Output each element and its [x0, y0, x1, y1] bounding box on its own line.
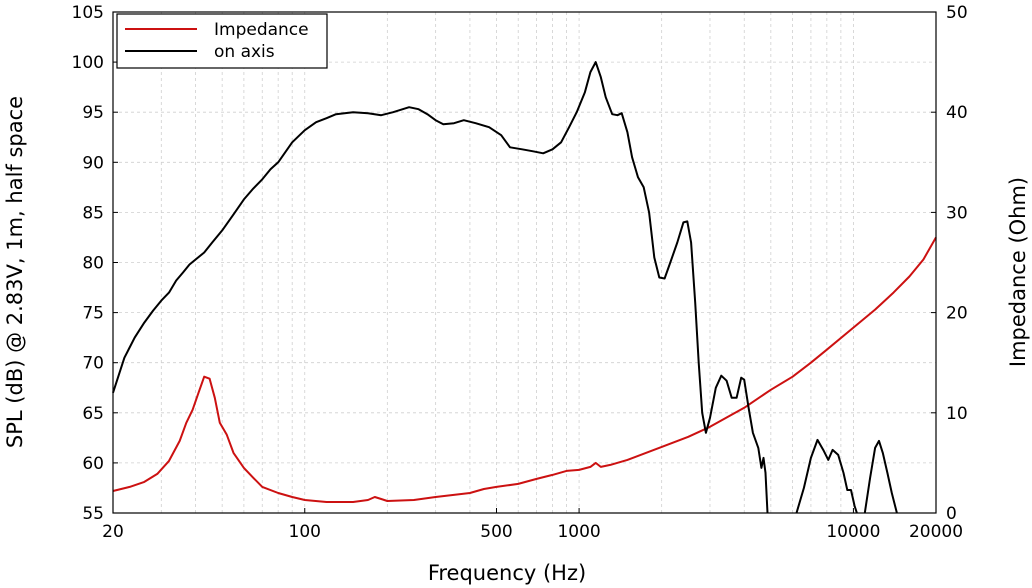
y-left-tick-label: 85	[82, 203, 104, 223]
y-right-tick-label: 10	[946, 404, 968, 424]
y-left-tick-label: 65	[82, 404, 104, 424]
plot-series	[112, 61, 937, 514]
y-axis-left-title: SPL (dB) @ 2.83V, 1m, half space	[3, 96, 27, 448]
legend-label-impedance: Impedance	[214, 20, 309, 40]
y-left-tick-label: 100	[72, 53, 104, 73]
grid	[113, 12, 936, 513]
series-line-on-axis	[112, 61, 769, 514]
legend: Impedance on axis	[116, 13, 328, 69]
x-tick-label: 1000	[557, 522, 600, 542]
y-left-tick-label: 95	[82, 103, 104, 123]
x-tick-label: 100	[289, 522, 321, 542]
axis-ticks: 20 100 500 1000 10000 20000556065707580859095…	[72, 3, 968, 542]
x-tick-label: 10000	[826, 522, 880, 542]
y-right-tick-label: 40	[946, 103, 968, 123]
legend-box	[116, 13, 328, 69]
x-tick-label: 500	[480, 522, 512, 542]
series-line-on-axis-2	[795, 438, 858, 514]
y-left-tick-label: 90	[82, 153, 104, 173]
x-axis-title: Frequency (Hz)	[428, 561, 586, 585]
y-right-tick-label: 20	[946, 304, 968, 324]
series-line-on-axis-3	[863, 439, 898, 514]
y-right-tick-label: 50	[946, 3, 968, 23]
y-right-tick-label: 0	[946, 504, 957, 524]
y-left-tick-label: 55	[82, 504, 104, 524]
y-right-tick-label: 30	[946, 203, 968, 223]
y-axis-right-title: Impedance (Ohm)	[1006, 177, 1030, 367]
y-left-tick-label: 70	[82, 354, 104, 374]
y-left-tick-label: 60	[82, 454, 104, 474]
plot-frame	[112, 11, 937, 514]
series-line-impedance	[112, 236, 937, 503]
x-tick-label: 20	[102, 522, 124, 542]
x-tick-label: 20000	[909, 522, 963, 542]
y-left-tick-label: 75	[82, 304, 104, 324]
y-left-tick-label: 80	[82, 254, 104, 274]
legend-label-on-axis: on axis	[214, 42, 275, 62]
y-left-tick-label: 105	[72, 3, 104, 23]
